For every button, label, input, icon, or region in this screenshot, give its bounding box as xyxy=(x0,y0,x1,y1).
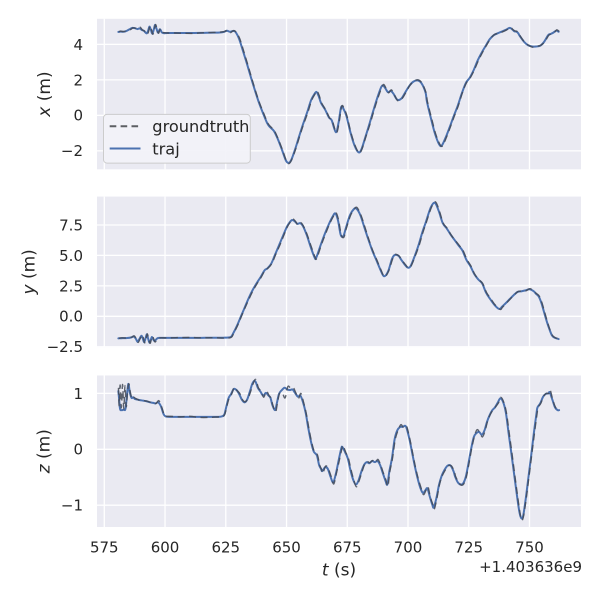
legend-label: traj xyxy=(152,139,179,158)
x-tick-label: 750 xyxy=(515,539,544,557)
x-tick-label: 725 xyxy=(454,539,483,557)
y-tick-label: −1 xyxy=(61,497,83,515)
y-tick-label: 4 xyxy=(73,36,83,54)
y-tick-label: 0 xyxy=(73,441,83,459)
legend: groundtruth traj xyxy=(103,113,251,164)
x-tick-label: 600 xyxy=(151,539,180,557)
legend-label: groundtruth xyxy=(152,117,249,136)
y-tick-label: 0.0 xyxy=(59,308,83,326)
y-tick-label: 2.5 xyxy=(59,277,83,295)
y-tick-label: 7.5 xyxy=(59,216,83,234)
x-tick-label: 675 xyxy=(333,539,362,557)
x-tick-label: 575 xyxy=(90,539,119,557)
axes-background xyxy=(97,375,581,527)
y-tick-label: 1 xyxy=(73,385,83,403)
y-tick-label: −2.5 xyxy=(47,338,83,356)
y-axis-label: y (m) xyxy=(20,249,40,295)
x-axis-label: t (s) xyxy=(322,560,356,580)
y-tick-label: 5.0 xyxy=(59,247,83,265)
y-tick-label: 2 xyxy=(73,71,83,89)
x-tick-label: 625 xyxy=(211,539,240,557)
x-tick-label: 650 xyxy=(272,539,301,557)
y-axis-label: z (m) xyxy=(35,429,55,474)
groundtruth-line xyxy=(118,201,560,345)
y-tick-label: 0 xyxy=(73,107,83,125)
subplot-y: 7.5 5.0 2.5 0.0 −2.5 y (m) xyxy=(20,196,581,356)
x-tick-label: 700 xyxy=(394,539,423,557)
legend-box xyxy=(103,113,251,164)
x-offset-text: +1.403636e9 xyxy=(479,558,582,576)
subplot-z: 1 0 −1 z (m) xyxy=(35,375,581,527)
y-tick-label: −2 xyxy=(61,142,83,160)
groundtruth-line xyxy=(118,23,560,165)
groundtruth-line xyxy=(117,378,560,522)
y-axis-label: x (m) xyxy=(35,71,55,117)
